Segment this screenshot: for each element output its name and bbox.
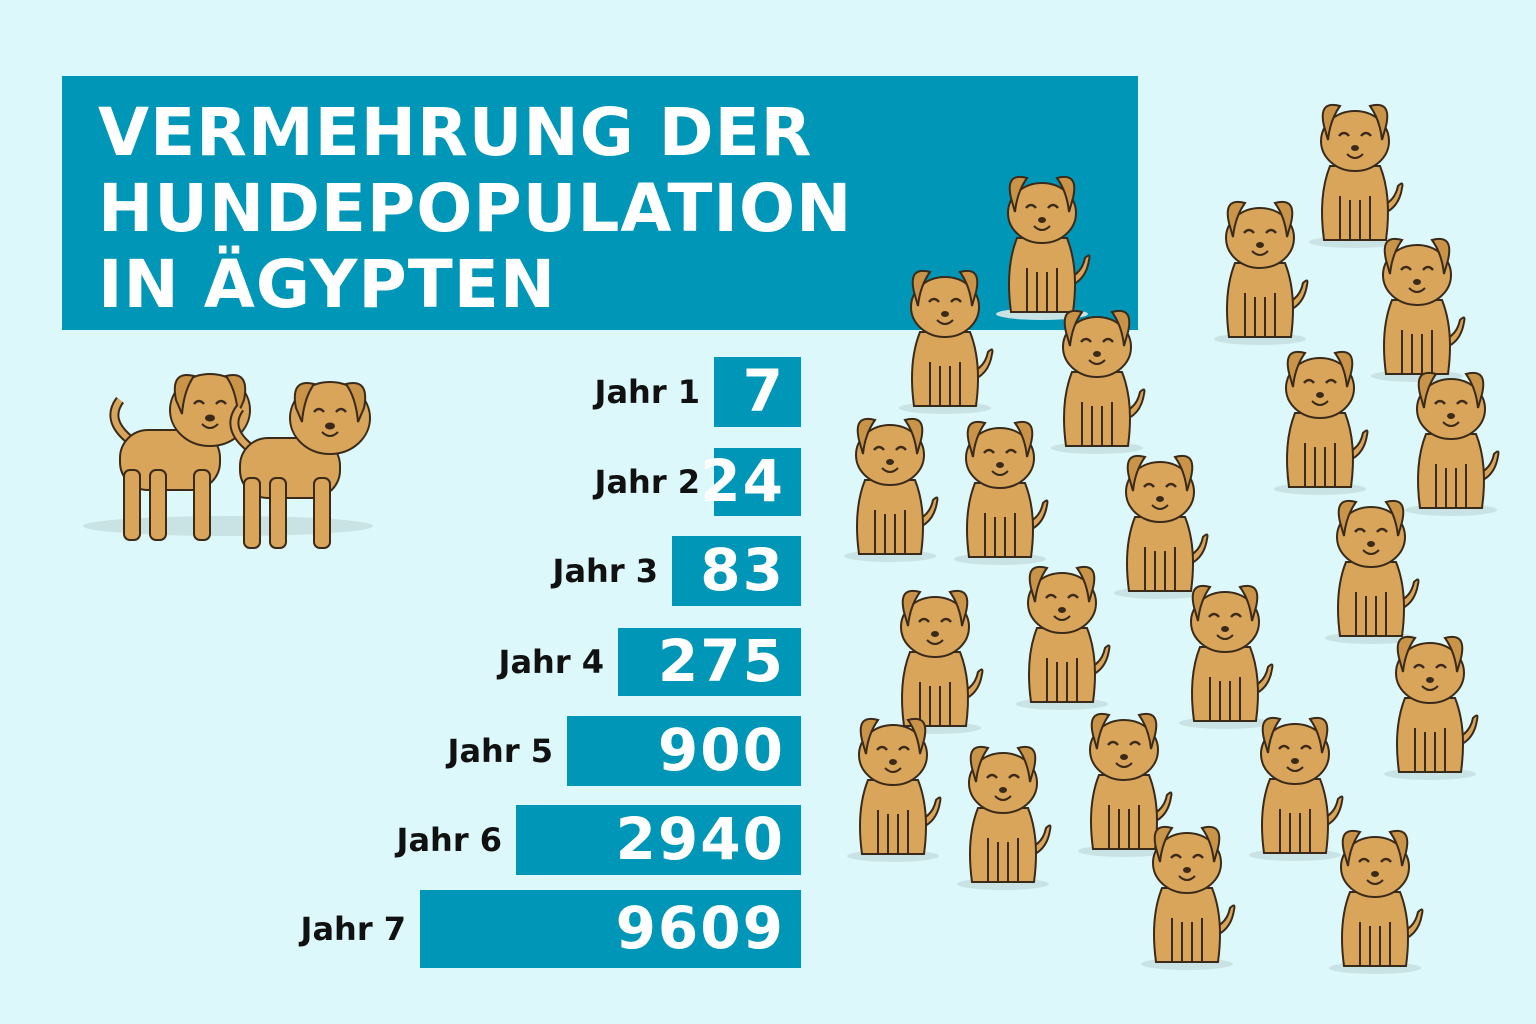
row-label: Jahr 5 — [446, 732, 553, 770]
title-line: HUNDEPOPULATION — [98, 170, 852, 247]
value: 9609 — [616, 894, 785, 962]
dog-illustration — [1323, 499, 1420, 646]
value-box — [714, 448, 801, 516]
dog-illustration — [1247, 716, 1344, 863]
value: 24 — [700, 447, 785, 515]
dog-illustration — [1403, 371, 1500, 518]
title-line: IN ÄGYPTEN — [98, 245, 556, 323]
value: 7 — [743, 357, 785, 425]
row-label: Jahr 1 — [593, 373, 700, 411]
dog-illustration — [1112, 454, 1209, 601]
row-label: Jahr 3 — [551, 552, 658, 590]
title-line: VERMEHRUNG DER — [98, 94, 812, 171]
dog-illustration — [887, 589, 984, 736]
dog-illustration — [1369, 237, 1466, 384]
dog-illustration — [842, 417, 939, 564]
value: 275 — [658, 627, 785, 695]
value-box — [516, 805, 801, 875]
dog-illustration — [1382, 635, 1479, 782]
value-box — [672, 536, 801, 606]
dog-illustration — [1307, 103, 1404, 250]
row-label: Jahr 2 — [593, 463, 700, 501]
value: 83 — [700, 536, 785, 604]
row-label: Jahr 7 — [299, 910, 406, 948]
value-box — [618, 628, 801, 696]
value-box — [714, 357, 801, 427]
dog-illustration — [1272, 350, 1369, 497]
row-label: Jahr 4 — [497, 643, 604, 681]
value-box — [567, 716, 801, 786]
dog-illustration — [952, 420, 1049, 567]
dog-illustration — [1177, 584, 1274, 731]
dog-illustration — [1049, 309, 1146, 456]
dog-illustration — [955, 745, 1052, 892]
dog-illustration — [1327, 829, 1424, 976]
value-box — [420, 890, 801, 968]
value: 900 — [658, 716, 785, 784]
dog-illustration — [1014, 565, 1111, 712]
value: 2940 — [616, 805, 785, 873]
dog-illustration — [114, 374, 250, 540]
dog-illustration — [845, 717, 942, 864]
row-label: Jahr 6 — [395, 821, 502, 859]
dog-illustration — [1212, 200, 1309, 347]
